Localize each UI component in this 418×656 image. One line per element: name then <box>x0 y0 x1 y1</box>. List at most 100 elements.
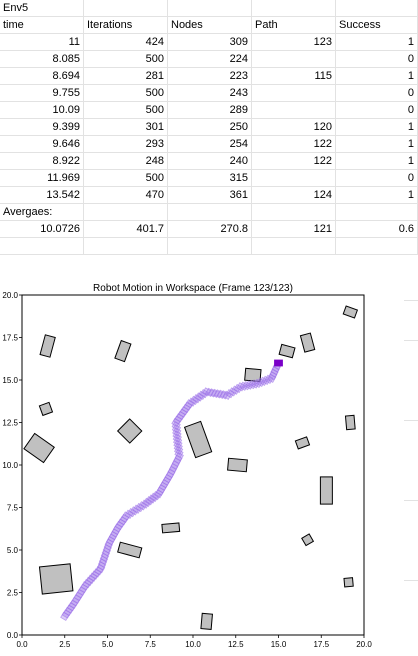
header-cell-iterations[interactable]: Iterations <box>84 17 168 34</box>
average-path-cell[interactable]: 121 <box>252 221 336 238</box>
averages-label-cell[interactable]: Avergaes: <box>0 204 84 221</box>
robot-marker <box>274 359 283 367</box>
success-cell[interactable]: 0 <box>336 85 418 102</box>
header-cell-time[interactable]: time <box>0 17 84 34</box>
header-cell-nodes[interactable]: Nodes <box>168 17 252 34</box>
empty-cell[interactable] <box>84 238 168 255</box>
empty-cell[interactable] <box>0 238 84 255</box>
empty-cell[interactable] <box>168 204 252 221</box>
empty-cell[interactable] <box>336 238 418 255</box>
obstacle <box>116 418 143 444</box>
nodes-cell[interactable]: 224 <box>168 51 252 68</box>
success-cell[interactable]: 0 <box>336 170 418 187</box>
success-cell[interactable]: 1 <box>336 68 418 85</box>
nodes-cell[interactable]: 254 <box>168 136 252 153</box>
empty-cell[interactable] <box>168 238 252 255</box>
obstacle <box>299 332 316 353</box>
path-point <box>174 448 184 459</box>
path-cell[interactable] <box>252 170 336 187</box>
obstacle <box>343 577 354 588</box>
obstacle <box>227 457 248 473</box>
path-cell[interactable] <box>252 102 336 119</box>
gridline <box>404 580 418 581</box>
success-cell[interactable]: 1 <box>336 136 418 153</box>
path-cell[interactable]: 124 <box>252 187 336 204</box>
average-time-cell[interactable]: 10.0726 <box>0 221 84 238</box>
time-cell[interactable]: 13.542 <box>0 187 84 204</box>
nodes-cell[interactable]: 243 <box>168 85 252 102</box>
path-cell[interactable]: 123 <box>252 34 336 51</box>
success-cell[interactable]: 0 <box>336 51 418 68</box>
nodes-cell[interactable]: 289 <box>168 102 252 119</box>
sheet-title-cell[interactable]: Env5 <box>0 0 84 17</box>
path-cell[interactable]: 122 <box>252 153 336 170</box>
average-iterations-cell[interactable]: 401.7 <box>84 221 168 238</box>
path-point <box>172 433 182 443</box>
obstacle <box>200 612 213 631</box>
success-cell[interactable]: 0 <box>336 102 418 119</box>
empty-cell[interactable] <box>252 238 336 255</box>
obstacle <box>319 476 333 505</box>
success-cell[interactable]: 1 <box>336 34 418 51</box>
nodes-cell[interactable]: 361 <box>168 187 252 204</box>
table-row: 11.969 500 315 0 <box>0 170 418 187</box>
y-tick-label: 15.0 <box>2 376 18 385</box>
obstacle <box>301 533 315 547</box>
table-row: 9.646 293 254 122 1 <box>0 136 418 153</box>
time-cell[interactable]: 11 <box>0 34 84 51</box>
path-cell[interactable]: 122 <box>252 136 336 153</box>
path-cell[interactable]: 120 <box>252 119 336 136</box>
time-cell[interactable]: 9.755 <box>0 85 84 102</box>
spreadsheet: Env5 time Iterations Nodes Path Success … <box>0 0 418 264</box>
success-cell[interactable]: 1 <box>336 119 418 136</box>
iterations-cell[interactable]: 281 <box>84 68 168 85</box>
average-success-cell[interactable]: 0.6 <box>336 221 418 238</box>
nodes-cell[interactable]: 250 <box>168 119 252 136</box>
success-cell[interactable]: 1 <box>336 153 418 170</box>
time-cell[interactable]: 8.085 <box>0 51 84 68</box>
path-point <box>171 424 182 434</box>
x-tick-label: 17.5 <box>313 640 329 649</box>
path-cell[interactable] <box>252 85 336 102</box>
iterations-cell[interactable]: 424 <box>84 34 168 51</box>
path-point <box>172 427 182 437</box>
iterations-cell[interactable]: 500 <box>84 170 168 187</box>
iterations-cell[interactable]: 470 <box>84 187 168 204</box>
iterations-cell[interactable]: 293 <box>84 136 168 153</box>
table-row: 13.542 470 361 124 1 <box>0 187 418 204</box>
empty-cell[interactable] <box>336 0 418 17</box>
iterations-cell[interactable]: 301 <box>84 119 168 136</box>
y-tick-label: 20.0 <box>2 291 18 300</box>
empty-cell[interactable] <box>84 0 168 17</box>
path-point <box>173 442 183 452</box>
time-cell[interactable]: 9.646 <box>0 136 84 153</box>
empty-cell[interactable] <box>168 0 252 17</box>
nodes-cell[interactable]: 223 <box>168 68 252 85</box>
average-nodes-cell[interactable]: 270.8 <box>168 221 252 238</box>
nodes-cell[interactable]: 309 <box>168 34 252 51</box>
empty-cell[interactable] <box>252 0 336 17</box>
iterations-cell[interactable]: 500 <box>84 85 168 102</box>
iterations-cell[interactable]: 500 <box>84 102 168 119</box>
obstacle <box>39 334 56 358</box>
averages-label-row: Avergaes: <box>0 204 418 221</box>
time-cell[interactable]: 11.969 <box>0 170 84 187</box>
path-cell[interactable]: 115 <box>252 68 336 85</box>
iterations-cell[interactable]: 248 <box>84 153 168 170</box>
empty-cell[interactable] <box>84 204 168 221</box>
time-cell[interactable]: 10.09 <box>0 102 84 119</box>
x-tick-label: 7.5 <box>145 640 157 649</box>
header-cell-success[interactable]: Success <box>336 17 418 34</box>
success-cell[interactable]: 1 <box>336 187 418 204</box>
header-cell-path[interactable]: Path <box>252 17 336 34</box>
nodes-cell[interactable]: 315 <box>168 170 252 187</box>
empty-cell[interactable] <box>336 204 418 221</box>
iterations-cell[interactable]: 500 <box>84 51 168 68</box>
time-cell[interactable]: 9.399 <box>0 119 84 136</box>
time-cell[interactable]: 8.922 <box>0 153 84 170</box>
empty-cell[interactable] <box>252 204 336 221</box>
nodes-cell[interactable]: 240 <box>168 153 252 170</box>
y-tick-label: 17.5 <box>2 334 18 343</box>
path-cell[interactable] <box>252 51 336 68</box>
time-cell[interactable]: 8.694 <box>0 68 84 85</box>
